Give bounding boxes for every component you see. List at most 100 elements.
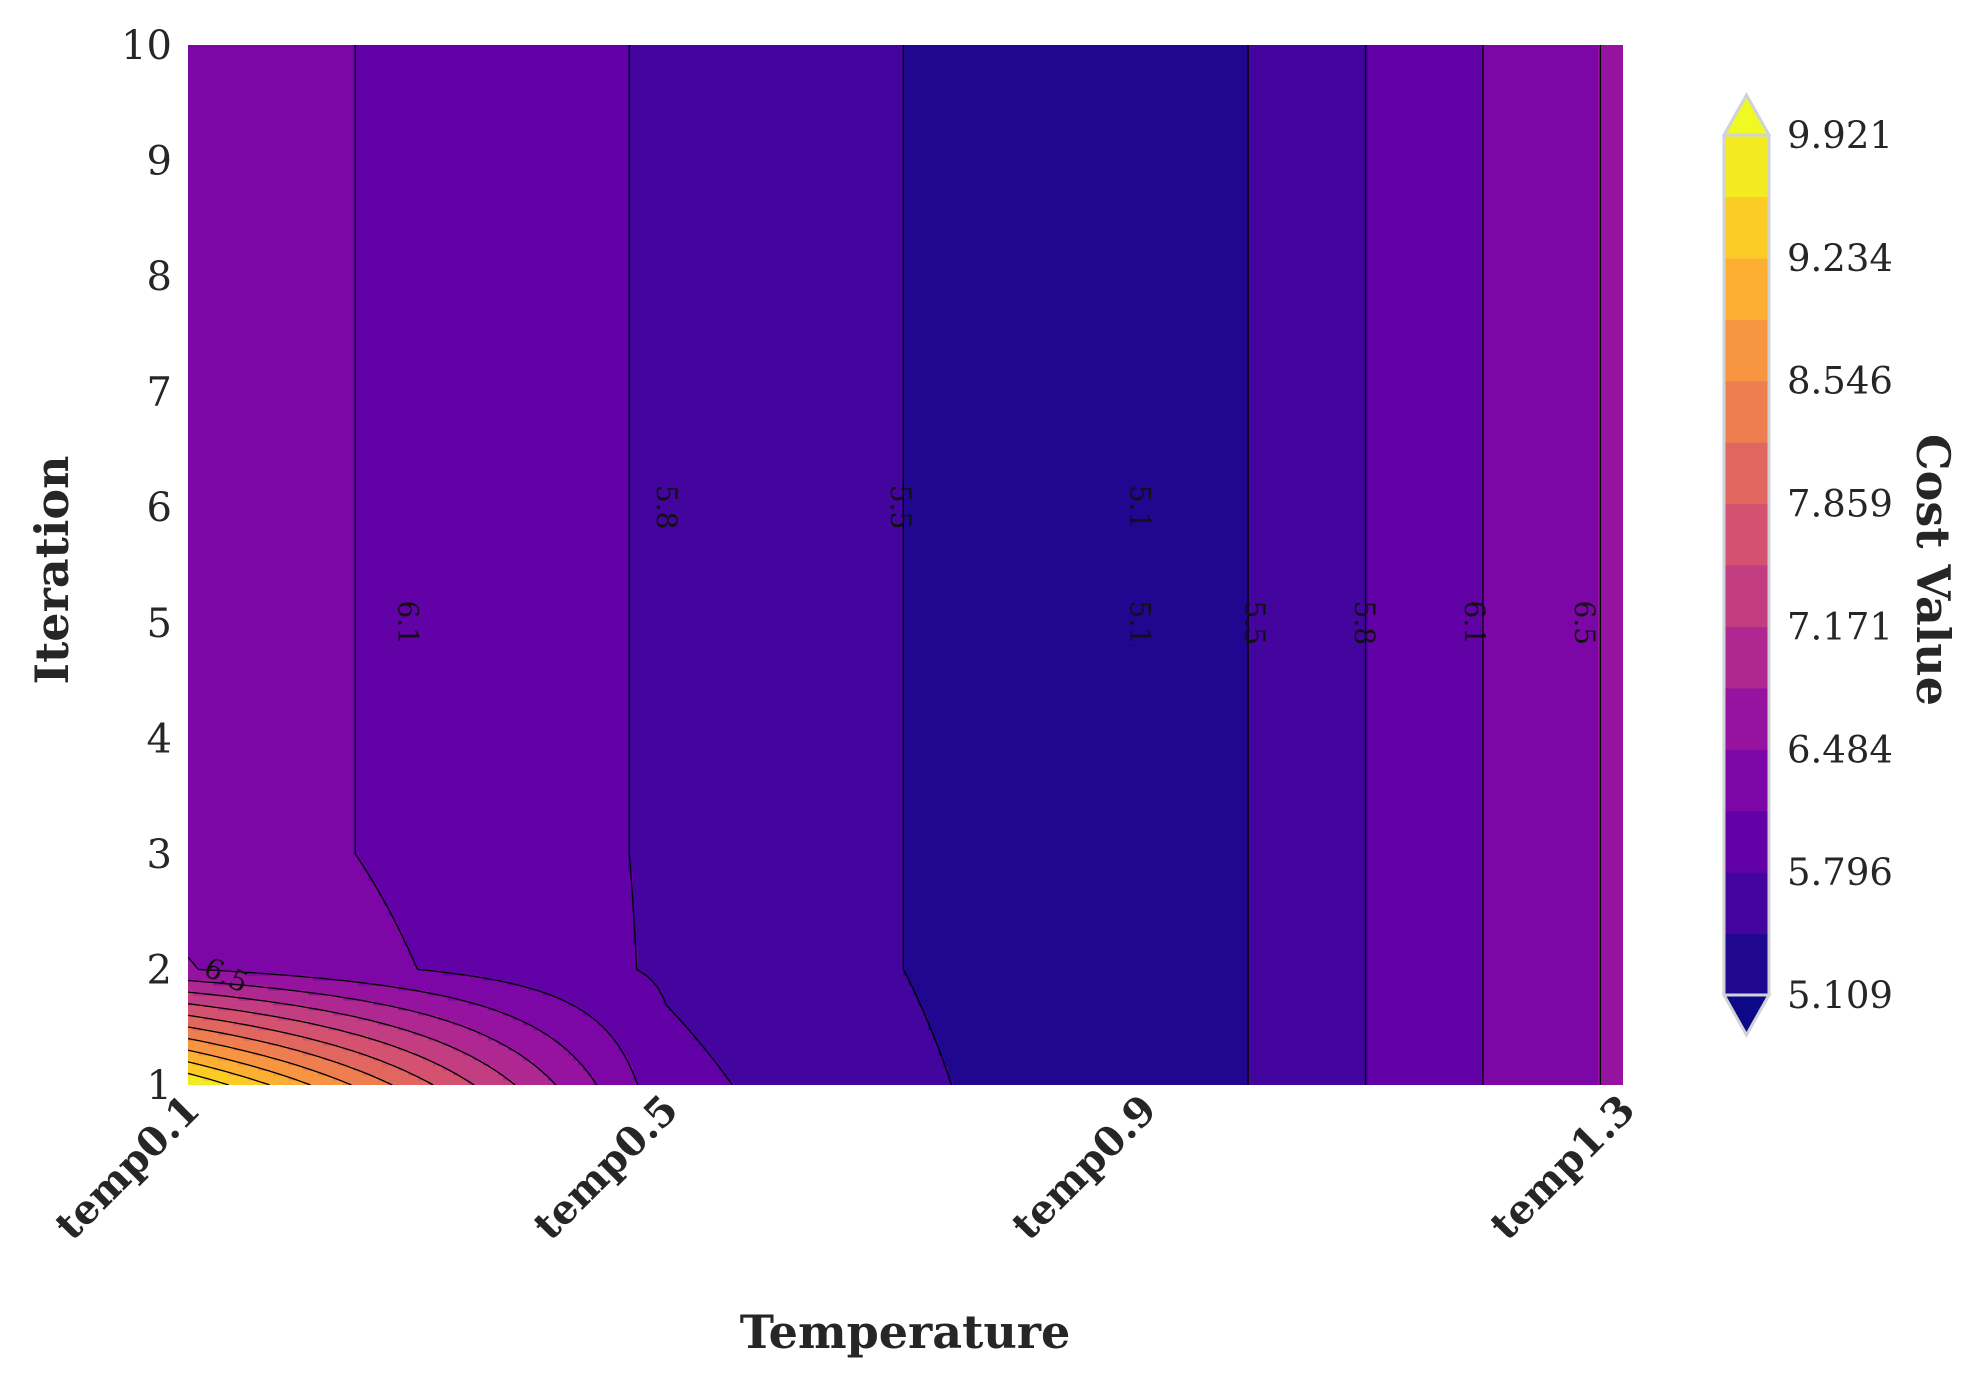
y-tick-label: 1 xyxy=(147,1063,172,1109)
contour-band-cell xyxy=(1248,325,1369,331)
contour-band-cell xyxy=(628,290,904,296)
contour-band-cell xyxy=(1483,160,1599,166)
contour-band-cell xyxy=(1368,920,1484,926)
contour-band-cell xyxy=(1368,630,1484,636)
y-tick-label: 10 xyxy=(121,23,172,69)
contour-band-cell xyxy=(628,680,904,686)
contour-band-cell xyxy=(1483,725,1599,731)
contour-band-cell xyxy=(353,145,629,151)
contour-band-cell xyxy=(1248,290,1369,296)
contour-band-cell xyxy=(1483,905,1599,911)
contour-band-cell xyxy=(1483,645,1599,651)
contour-band-cell xyxy=(1368,75,1484,81)
contour-band-cell xyxy=(903,340,1249,346)
contour-band-cell xyxy=(1368,770,1484,776)
contour-band-cell xyxy=(188,415,354,421)
contour-band-cell xyxy=(1368,105,1484,111)
contour-band-cell xyxy=(403,935,634,941)
contour-band-cell xyxy=(628,555,904,561)
contour-band-cell xyxy=(628,245,904,251)
contour-band-cell xyxy=(1483,935,1599,941)
contour-band-cell xyxy=(323,1040,384,1046)
contour-band-cell xyxy=(628,805,904,811)
contour-band-cell xyxy=(1248,360,1369,366)
contour-band-cell xyxy=(628,385,904,391)
contour-band-cell xyxy=(628,610,904,616)
contour-band-cell xyxy=(353,630,629,636)
contour-band-cell xyxy=(903,550,1249,556)
contour-band-cell xyxy=(1598,230,1623,236)
contour-band-cell xyxy=(188,925,399,931)
contour-band-cell xyxy=(188,245,354,251)
contour-band-cell xyxy=(1483,325,1599,331)
contour-band-cell xyxy=(1248,330,1369,336)
contour-band-cell xyxy=(1368,585,1484,591)
contour-band-cell xyxy=(353,565,629,571)
contour-band-cell xyxy=(188,185,354,191)
contour-band-cell xyxy=(1248,410,1369,416)
contour-band-cell xyxy=(1248,250,1369,256)
contour-band-cell xyxy=(353,560,629,566)
contour-band-cell xyxy=(628,1060,719,1066)
contour-band-cell xyxy=(1248,870,1369,876)
contour-band-cell xyxy=(543,990,664,996)
contour-band-cell xyxy=(353,810,629,816)
contour-band-cell xyxy=(1248,1000,1369,1006)
contour-band-cell xyxy=(358,980,509,986)
contour-band-cell xyxy=(1598,485,1623,491)
contour-band-cell xyxy=(1483,510,1599,516)
contour-band-cell xyxy=(568,1000,664,1006)
contour-band-cell xyxy=(353,265,629,271)
contour-band-cell xyxy=(273,1070,319,1076)
y-tick-label: 9 xyxy=(147,139,172,185)
contour-band-cell xyxy=(1248,285,1369,291)
contour-band-cell xyxy=(903,935,1249,941)
contour-band-cell xyxy=(1598,320,1623,326)
contour-band-cell xyxy=(1598,330,1623,336)
contour-band-cell xyxy=(218,1030,284,1036)
contour-band-cell xyxy=(1248,355,1369,361)
contour-band-cell xyxy=(933,1030,1249,1036)
contour-band-cell xyxy=(628,510,904,516)
contour-band-cell xyxy=(1598,155,1623,161)
contour-label: 5.1 xyxy=(1123,485,1156,530)
contour-band-cell xyxy=(1598,730,1623,736)
contour-band-cell xyxy=(903,640,1249,646)
contour-band-cell xyxy=(188,165,354,171)
contour-band-cell xyxy=(663,1000,919,1006)
contour-band-cell xyxy=(1598,175,1623,181)
contour-band-cell xyxy=(1598,715,1623,721)
contour-band-cell xyxy=(1248,640,1369,646)
contour-band-cell xyxy=(188,400,354,406)
contour-band-cell xyxy=(1368,615,1484,621)
contour-band-cell xyxy=(903,710,1249,716)
contour-band-cell xyxy=(188,115,354,121)
contour-band-cell xyxy=(353,800,629,806)
contour-band-cell xyxy=(188,820,354,826)
contour-band-cell xyxy=(383,1040,444,1046)
contour-band-cell xyxy=(1598,290,1623,296)
contour-band-cell xyxy=(1248,210,1369,216)
colorbar-segment xyxy=(1724,749,1769,812)
x-tick-label: temp0.5 xyxy=(524,1086,687,1249)
contour-band-cell xyxy=(1598,980,1623,986)
contour-band-cell xyxy=(1248,1065,1369,1071)
contour-band-cell xyxy=(1248,415,1369,421)
contour-band-cell xyxy=(353,80,629,86)
contour-band-cell xyxy=(233,1020,309,1026)
contour-band-cell xyxy=(1483,120,1599,126)
contour-band-cell xyxy=(903,140,1249,146)
contour-band-cell xyxy=(1368,1065,1484,1071)
contour-band-cell xyxy=(353,835,629,841)
contour-band-cell xyxy=(1483,295,1599,301)
contour-band-cell xyxy=(628,790,904,796)
contour-band-cell xyxy=(188,765,354,771)
contour-band-cell xyxy=(1368,500,1484,506)
contour-band-cell xyxy=(1598,60,1623,66)
contour-band-cell xyxy=(188,735,354,741)
contour-band-cell xyxy=(1598,575,1623,581)
contour-band-cell xyxy=(398,1045,454,1051)
contour-band-cell xyxy=(303,1065,354,1071)
contour-band-cell xyxy=(353,230,629,236)
contour-band-cell xyxy=(1248,150,1369,156)
